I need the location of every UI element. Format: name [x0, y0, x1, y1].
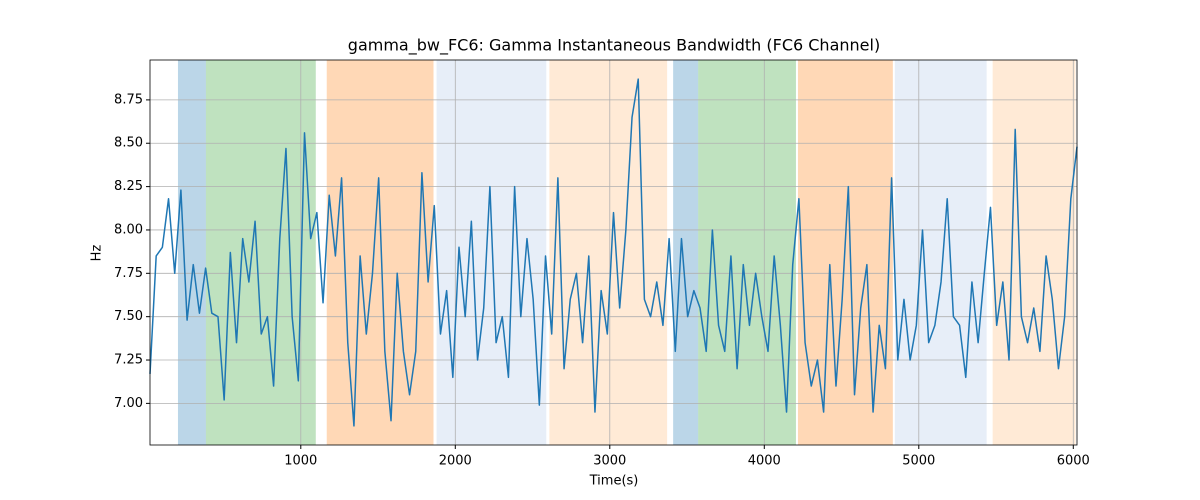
shaded-span: [673, 60, 699, 445]
y-tick-label: 7.50: [114, 309, 143, 324]
x-tick-label: 6000: [1057, 454, 1090, 469]
shaded-span: [894, 60, 987, 445]
shaded-span: [177, 60, 206, 445]
shaded-span: [549, 60, 668, 445]
x-tick-label: 2000: [439, 454, 472, 469]
data-line: [149, 78, 1078, 427]
y-tick-label: 8.75: [114, 92, 143, 107]
x-axis-label: Time(s): [589, 474, 639, 489]
shaded-span: [205, 60, 316, 445]
y-tick-label: 7.75: [114, 266, 143, 281]
axes-frame: [149, 59, 1078, 446]
y-tick-label: 8.25: [114, 179, 143, 194]
x-tick-label: 4000: [748, 454, 781, 469]
x-tick-label: 3000: [593, 454, 626, 469]
y-axis-label: Hz: [90, 245, 105, 262]
x-tick-label: 1000: [284, 454, 317, 469]
shaded-span: [698, 60, 796, 445]
x-tick-label: 5000: [902, 454, 935, 469]
shaded-span: [326, 60, 434, 445]
y-tick-label: 8.50: [114, 136, 143, 151]
chart-title: gamma_bw_FC6: Gamma Instantaneous Bandwi…: [348, 36, 880, 56]
y-tick-label: 7.00: [114, 396, 143, 411]
y-tick-label: 7.25: [114, 353, 143, 368]
y-tick-label: 8.00: [114, 222, 143, 237]
shaded-span: [992, 60, 1076, 445]
shaded-span: [436, 60, 547, 445]
